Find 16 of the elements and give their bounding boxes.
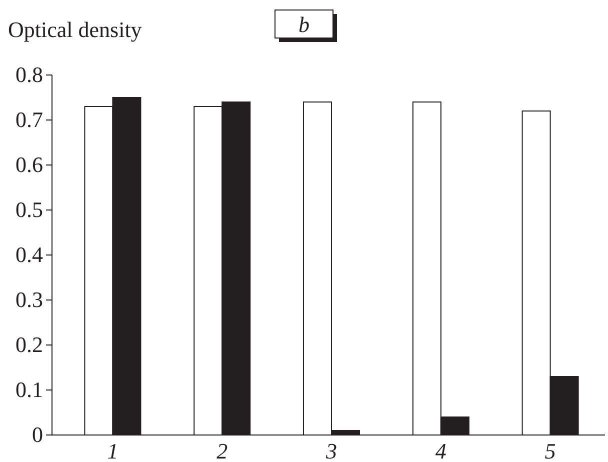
- y-tick-label: 0.8: [16, 62, 43, 88]
- y-tick-label: 0: [32, 422, 43, 448]
- y-tick-label: 0.2: [16, 332, 43, 358]
- chart-title: b: [298, 12, 310, 37]
- x-tick-label: 4: [435, 438, 446, 462]
- x-tick-label: 3: [325, 438, 337, 462]
- x-tick-label: 2: [216, 438, 228, 462]
- x-tick-label: 5: [544, 438, 556, 462]
- y-tick-label: 0.4: [16, 242, 43, 268]
- y-tick-label: 0.3: [16, 287, 43, 312]
- y-tick-label: 0.7: [16, 107, 43, 132]
- x-tick-label: 1: [107, 438, 118, 462]
- y-tick-label: 0.5: [16, 197, 43, 222]
- y-axis-title: Optical density: [8, 17, 142, 42]
- y-tick-label: 0.1: [16, 377, 43, 402]
- y-tick-label: 0.6: [16, 152, 43, 178]
